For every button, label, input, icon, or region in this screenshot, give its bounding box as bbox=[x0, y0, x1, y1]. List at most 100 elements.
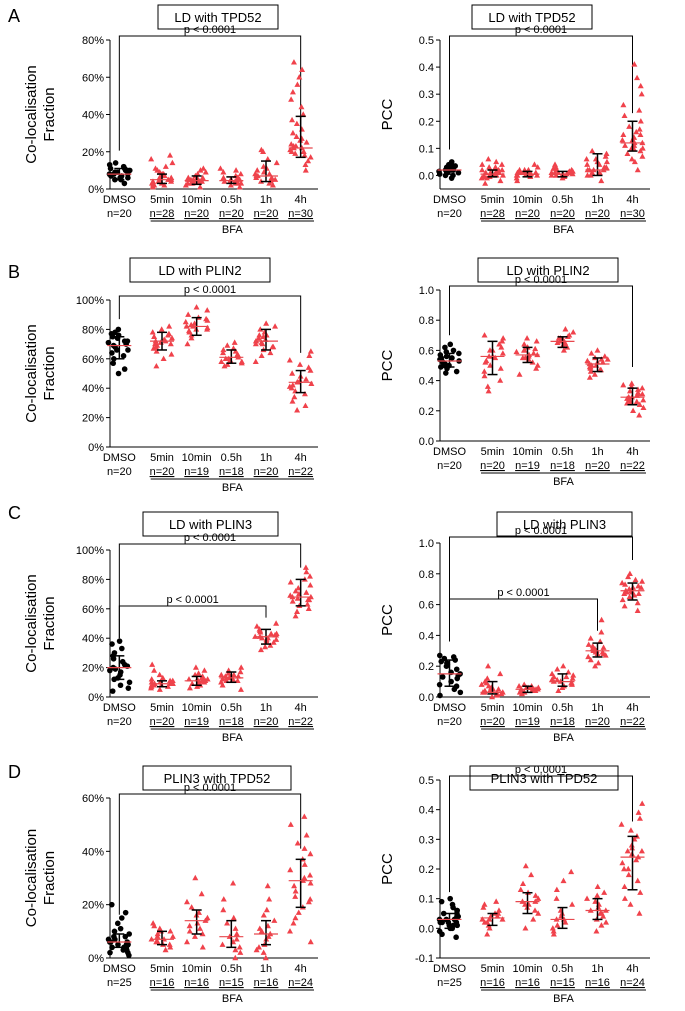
x-tick-label: 5min bbox=[481, 702, 505, 714]
x-count-label: n=20 bbox=[437, 208, 462, 220]
panel-letter-d: D bbox=[8, 762, 21, 782]
bfa-point bbox=[305, 157, 312, 164]
dmso-point bbox=[111, 933, 117, 940]
y-tick-label: 0.2 bbox=[419, 661, 434, 673]
bfa-point bbox=[516, 371, 523, 377]
bfa-point bbox=[513, 174, 520, 181]
bfa-point bbox=[638, 90, 645, 97]
x-count-label: n=16 bbox=[480, 977, 505, 989]
bfa-point bbox=[637, 118, 644, 124]
bfa-point bbox=[529, 359, 536, 365]
bfa-point bbox=[149, 329, 156, 335]
bfa-point bbox=[194, 683, 201, 689]
bfa-point bbox=[221, 362, 228, 369]
x-tick-label: 10min bbox=[182, 702, 212, 714]
x-count-label: n=20 bbox=[107, 716, 132, 728]
bfa-point bbox=[307, 938, 314, 945]
significance-bracket bbox=[449, 775, 633, 893]
x-tick-label: DMSO bbox=[103, 452, 136, 464]
bfa-point bbox=[307, 348, 314, 354]
bfa-point bbox=[625, 865, 632, 872]
x-tick-label: 4h bbox=[626, 194, 638, 206]
group-label: BFA bbox=[553, 224, 574, 236]
bfa-point bbox=[232, 925, 239, 931]
x-count-label: n=18 bbox=[550, 460, 575, 472]
bfa-point bbox=[513, 348, 520, 355]
bfa-point bbox=[522, 862, 529, 869]
significance-bracket bbox=[449, 536, 633, 642]
bfa-point bbox=[192, 874, 199, 881]
dmso-point bbox=[120, 353, 127, 359]
bfa-point bbox=[188, 904, 195, 910]
bfa-point bbox=[292, 142, 299, 149]
bfa-point bbox=[560, 663, 567, 669]
bfa-point bbox=[237, 170, 244, 177]
x-tick-label: 1h bbox=[591, 194, 603, 206]
bfa-point bbox=[230, 671, 237, 678]
bfa-point bbox=[232, 348, 239, 354]
bfa-point bbox=[298, 103, 305, 110]
bfa-point bbox=[292, 893, 299, 899]
dmso-point bbox=[108, 901, 115, 908]
bfa-point bbox=[535, 684, 542, 690]
x-tick-label: 10min bbox=[513, 963, 543, 975]
bfa-point bbox=[569, 675, 576, 681]
bfa-point bbox=[158, 326, 165, 332]
bfa-point bbox=[478, 681, 485, 687]
bfa-point bbox=[231, 339, 238, 345]
bfa-point bbox=[304, 601, 311, 607]
dmso-point bbox=[106, 161, 113, 168]
bfa-point bbox=[516, 683, 523, 689]
bfa-point bbox=[555, 335, 562, 341]
bfa-point bbox=[301, 845, 308, 851]
bfa-point bbox=[483, 174, 490, 181]
bfa-point bbox=[497, 365, 504, 371]
dmso-point bbox=[439, 919, 445, 926]
bfa-point bbox=[307, 872, 314, 878]
y-tick-label: 100% bbox=[76, 295, 104, 307]
bfa-point bbox=[619, 137, 626, 143]
bfa-point bbox=[618, 821, 625, 827]
x-count-label: n=20 bbox=[107, 208, 132, 220]
y-axis-label: PCC bbox=[379, 604, 396, 636]
bfa-point bbox=[306, 573, 313, 579]
bfa-point bbox=[300, 148, 307, 154]
bfa-point bbox=[587, 368, 594, 374]
bfa-point bbox=[619, 859, 626, 866]
bfa-point bbox=[603, 150, 610, 156]
bfa-point bbox=[621, 112, 628, 119]
bfa-point bbox=[188, 321, 195, 328]
bfa-point bbox=[554, 922, 561, 928]
y-axis-label: Fraction bbox=[41, 851, 58, 905]
dmso-point bbox=[121, 366, 128, 372]
bfa-point bbox=[588, 350, 595, 356]
bfa-point bbox=[621, 895, 628, 901]
bfa-point bbox=[225, 670, 232, 676]
bfa-point bbox=[481, 173, 488, 180]
bfa-point bbox=[237, 668, 244, 675]
bfa-point bbox=[553, 886, 560, 892]
bfa-point bbox=[233, 167, 240, 173]
bfa-point bbox=[186, 928, 193, 934]
bfa-point bbox=[633, 398, 640, 404]
bfa-point bbox=[264, 882, 271, 889]
dmso-point bbox=[116, 638, 123, 644]
bfa-point bbox=[528, 871, 535, 878]
bfa-point bbox=[303, 832, 310, 838]
bfa-point bbox=[185, 676, 192, 682]
y-tick-label: 1.0 bbox=[419, 538, 434, 550]
bfa-point bbox=[305, 364, 312, 370]
bfa-point bbox=[626, 570, 633, 576]
bfa-point bbox=[484, 675, 491, 681]
y-tick-label: 40% bbox=[82, 633, 104, 645]
bfa-point bbox=[479, 161, 486, 167]
bfa-point bbox=[592, 663, 599, 669]
x-tick-label: 0.5h bbox=[552, 702, 573, 714]
y-tick-label: 60% bbox=[82, 354, 104, 366]
bfa-point bbox=[294, 81, 301, 87]
bfa-point bbox=[630, 407, 637, 413]
bfa-point bbox=[255, 335, 262, 341]
bfa-point bbox=[481, 919, 488, 925]
bfa-point bbox=[260, 949, 267, 955]
